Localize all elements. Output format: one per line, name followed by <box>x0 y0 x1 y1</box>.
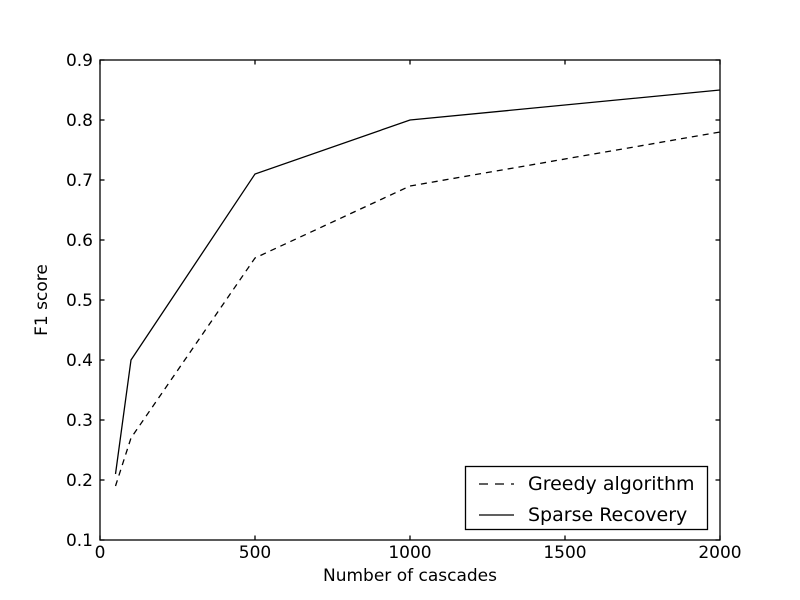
y-tick-label: 0.8 <box>66 111 93 131</box>
y-tick-label: 0.2 <box>66 471 93 491</box>
series-line-sparse-recovery <box>114 89 721 475</box>
y-tick-label: 0.6 <box>66 231 93 251</box>
legend-box <box>464 465 709 531</box>
y-tick-label: 0.9 <box>66 51 93 71</box>
y-tick-label: 0.3 <box>66 411 93 431</box>
x-tick-label: 0 <box>95 543 106 563</box>
plot-area: 0 500 1000 1500 2000 0.1 0.2 0.3 0.4 0.5 0.6 0.7 0.8… <box>66 51 742 563</box>
series-line-greedy-algorithm <box>114 131 721 487</box>
y-tick-label: 0.4 <box>66 351 93 371</box>
x-tick-label: 1000 <box>388 543 431 563</box>
y-tick-label: 0.1 <box>66 531 93 551</box>
legend-label-greedy-algorithm: Greedy algorithm <box>528 473 695 495</box>
x-tick-label: 2000 <box>698 543 741 563</box>
x-tick-label: 1500 <box>543 543 586 563</box>
y-tick-label: 0.5 <box>66 291 93 311</box>
y-axis-label: F1 score <box>32 264 52 336</box>
legend-label-sparse-recovery: Sparse Recovery <box>528 504 687 526</box>
x-axis-label: Number of cascades <box>323 566 497 586</box>
legend: Greedy algorithm Sparse Recovery <box>464 465 709 531</box>
y-tick-label: 0.7 <box>66 171 93 191</box>
x-tick-label: 500 <box>239 543 271 563</box>
